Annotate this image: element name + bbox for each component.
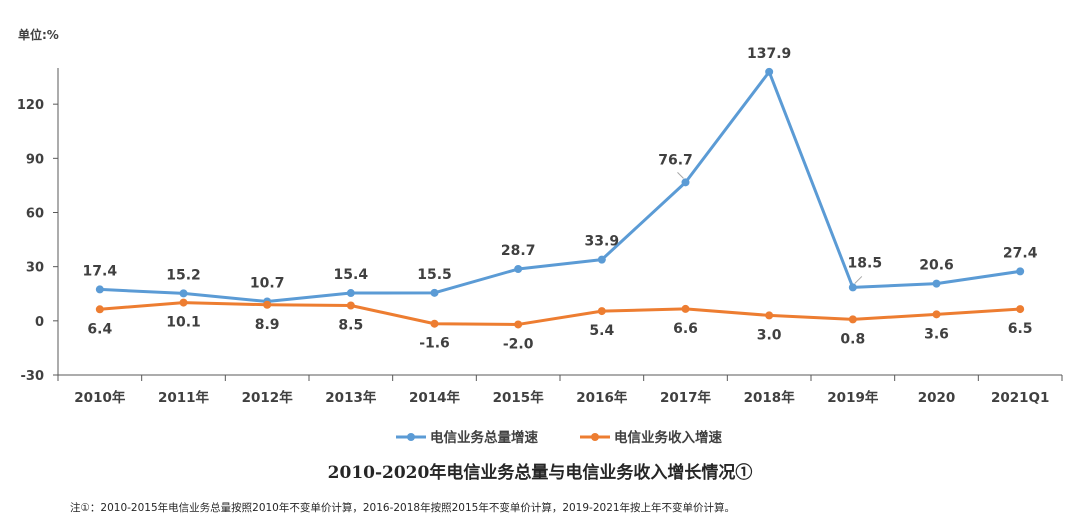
data-point (346, 301, 355, 310)
data-label: 6.4 (87, 321, 112, 337)
y-tick-label: 90 (26, 152, 44, 167)
x-tick-label: 2020 (918, 390, 956, 406)
legend-swatch-marker (591, 433, 599, 441)
data-point (514, 320, 523, 329)
data-label: 0.8 (840, 331, 865, 347)
data-point (848, 283, 857, 292)
data-label: 6.6 (673, 321, 698, 337)
footnote: 注①：2010-2015年电信业务总量按照2010年不变单价计算，2016-20… (70, 502, 736, 514)
data-point (514, 265, 523, 274)
data-label: 137.9 (747, 46, 791, 62)
data-label: 10.7 (250, 276, 285, 292)
y-tick-label: 30 (26, 261, 44, 276)
y-tick-label: 0 (35, 315, 44, 330)
data-point (430, 319, 439, 328)
data-label: 6.5 (1008, 321, 1033, 337)
data-label: 17.4 (83, 263, 118, 279)
x-tick-label: 2021Q1 (991, 390, 1049, 406)
x-tick-label: 2014年 (409, 389, 461, 406)
data-label: 15.5 (417, 267, 452, 283)
data-label: 28.7 (501, 243, 536, 259)
data-point (597, 307, 606, 316)
unit-label: 单位:% (18, 28, 59, 42)
data-label: 76.7 (658, 152, 693, 168)
series-line-0 (99, 70, 1021, 304)
data-label: 3.6 (924, 326, 949, 342)
data-label: 10.1 (166, 315, 201, 331)
data-point (765, 67, 774, 76)
data-point (1016, 267, 1025, 276)
x-tick-label: 2015年 (493, 389, 545, 406)
data-point (597, 255, 606, 264)
data-point (848, 315, 857, 324)
x-tick-label: 2013年 (325, 389, 377, 406)
legend-label: 电信业务总量增速 (430, 429, 538, 446)
data-point (179, 289, 188, 298)
data-label: 15.4 (334, 267, 369, 283)
data-label: 8.5 (338, 317, 363, 333)
x-tick-label: 2010年 (74, 389, 126, 406)
x-tick-label: 2016年 (576, 389, 628, 406)
data-label: 27.4 (1003, 245, 1038, 261)
data-point (95, 305, 104, 314)
x-tick-label: 2012年 (242, 389, 294, 406)
data-label: 33.9 (585, 234, 620, 250)
x-tick-label: 2018年 (744, 389, 796, 406)
label-leader-line (854, 276, 863, 284)
x-tick-label: 2019年 (827, 389, 879, 406)
series-line-1 (99, 301, 1021, 326)
data-point (681, 178, 690, 187)
data-point (765, 311, 774, 320)
legend-swatch-marker (407, 433, 415, 441)
y-tick-label: 120 (17, 98, 44, 113)
data-point (263, 300, 272, 309)
chart-title: 2010-2020年电信业务总量与电信业务收入增长情况① (327, 463, 753, 483)
data-point (95, 285, 104, 294)
data-label: 8.9 (255, 317, 280, 333)
data-label: 5.4 (589, 323, 614, 339)
data-label: 15.2 (166, 267, 201, 283)
data-point (932, 310, 941, 319)
data-point (179, 298, 188, 307)
y-tick-label: 60 (26, 207, 44, 222)
label-leader-line (677, 171, 684, 179)
data-label: 18.5 (848, 255, 883, 271)
y-tick-label: -30 (21, 369, 45, 384)
x-tick-label: 2011年 (158, 389, 210, 406)
data-label: 20.6 (919, 258, 954, 274)
legend-label: 电信业务收入增速 (614, 429, 722, 446)
data-point (1016, 305, 1025, 314)
data-point (430, 288, 439, 297)
data-point (681, 304, 690, 313)
x-tick-label: 2017年 (660, 389, 712, 406)
data-label: -2.0 (503, 336, 534, 352)
data-label: -1.6 (419, 336, 450, 352)
data-label: 3.0 (757, 327, 782, 343)
data-point (932, 279, 941, 288)
data-point (346, 289, 355, 298)
